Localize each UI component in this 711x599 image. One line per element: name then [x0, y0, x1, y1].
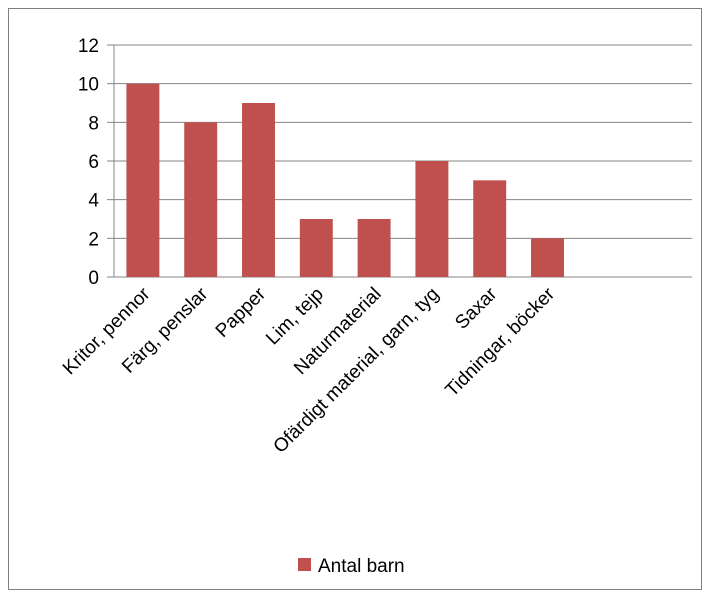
bars — [126, 83, 564, 278]
bar — [242, 103, 275, 277]
legend: Antal barn — [298, 556, 405, 577]
x-category-label: Papper — [212, 283, 271, 342]
bar — [415, 161, 449, 277]
y-tick-label: 8 — [88, 113, 99, 134]
y-tick-label: 10 — [78, 75, 99, 96]
bar — [531, 238, 564, 277]
chart-frame: 0 2 4 6 8 10 12 Kritor, pennor Färg, penslar Pap… — [8, 8, 702, 590]
bar — [126, 83, 160, 278]
bar — [299, 219, 333, 277]
bar — [184, 122, 218, 277]
y-tick-label: 2 — [88, 229, 99, 250]
legend-label: Antal barn — [318, 556, 405, 577]
y-axis-tick-labels: 0 2 4 6 8 10 12 — [78, 36, 100, 289]
x-category-label: Saxar — [451, 283, 501, 333]
y-tick-label: 12 — [78, 36, 99, 57]
legend-swatch — [298, 558, 311, 571]
bar — [473, 180, 507, 277]
y-tick-label: 0 — [88, 268, 99, 289]
x-category-label: Tidningar, böcker — [442, 283, 560, 401]
bar — [357, 219, 391, 277]
y-tick-label: 4 — [88, 191, 99, 212]
y-tick-label: 6 — [88, 152, 99, 173]
